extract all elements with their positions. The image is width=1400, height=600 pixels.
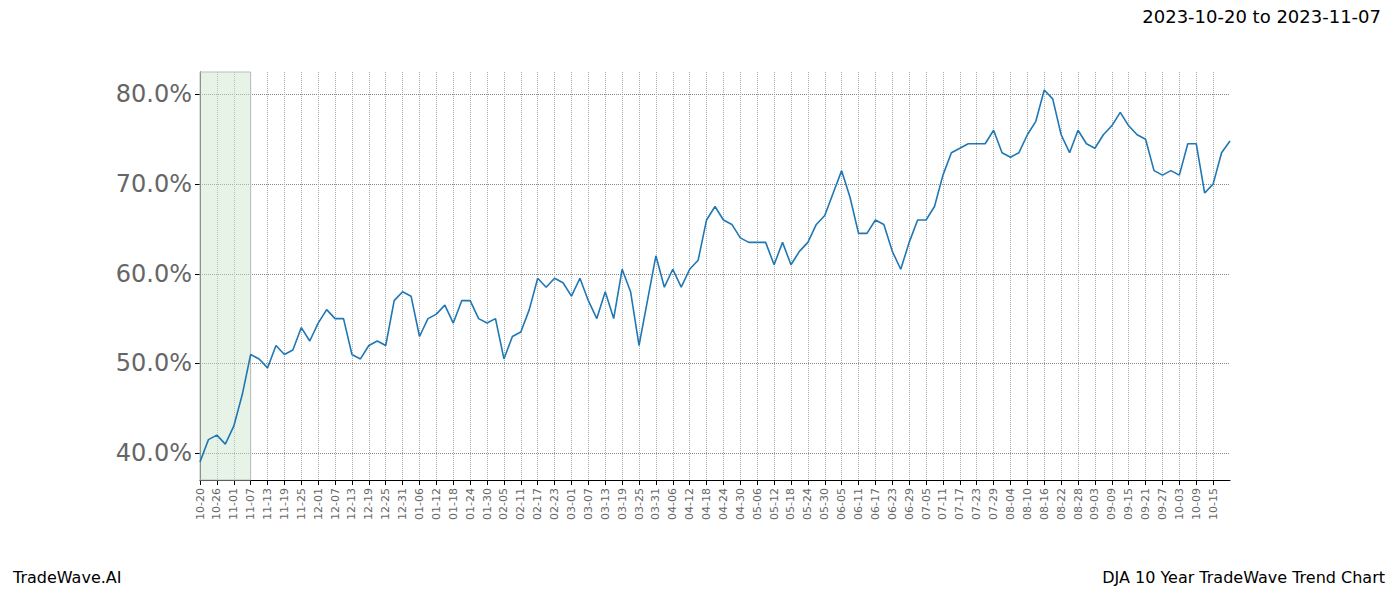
svg-text:05-12: 05-12 bbox=[768, 488, 781, 520]
svg-text:02-05: 02-05 bbox=[497, 488, 510, 520]
svg-text:11-19: 11-19 bbox=[278, 488, 291, 520]
svg-text:03-31: 03-31 bbox=[649, 488, 662, 520]
svg-text:05-24: 05-24 bbox=[801, 488, 814, 520]
svg-text:12-19: 12-19 bbox=[362, 488, 375, 520]
svg-text:10-03: 10-03 bbox=[1173, 488, 1186, 520]
svg-text:06-11: 06-11 bbox=[852, 488, 865, 520]
svg-text:01-06: 01-06 bbox=[413, 488, 426, 520]
svg-text:03-19: 03-19 bbox=[616, 488, 629, 520]
svg-text:09-15: 09-15 bbox=[1122, 488, 1135, 520]
svg-text:07-11: 07-11 bbox=[936, 488, 949, 520]
svg-text:08-16: 08-16 bbox=[1038, 488, 1051, 520]
svg-text:06-05: 06-05 bbox=[835, 488, 848, 520]
svg-text:03-25: 03-25 bbox=[633, 488, 646, 520]
svg-text:02-17: 02-17 bbox=[531, 488, 544, 520]
svg-text:01-30: 01-30 bbox=[481, 488, 494, 520]
svg-text:07-05: 07-05 bbox=[920, 488, 933, 520]
svg-text:60.0%: 60.0% bbox=[116, 260, 192, 288]
svg-text:03-13: 03-13 bbox=[599, 488, 612, 520]
svg-text:40.0%: 40.0% bbox=[116, 439, 192, 467]
svg-text:08-22: 08-22 bbox=[1055, 488, 1068, 520]
svg-text:08-04: 08-04 bbox=[1004, 488, 1017, 520]
svg-text:07-17: 07-17 bbox=[953, 488, 966, 520]
svg-text:07-23: 07-23 bbox=[970, 488, 983, 520]
svg-text:2023-10-20 to 2023-11-07: 2023-10-20 to 2023-11-07 bbox=[1142, 6, 1381, 27]
svg-text:12-31: 12-31 bbox=[396, 488, 409, 520]
svg-text:12-07: 12-07 bbox=[329, 488, 342, 520]
svg-text:DJA 10 Year TradeWave Trend Ch: DJA 10 Year TradeWave Trend Chart bbox=[1102, 568, 1385, 587]
svg-text:02-23: 02-23 bbox=[548, 488, 561, 520]
svg-text:09-03: 09-03 bbox=[1088, 488, 1101, 520]
svg-text:10-09: 10-09 bbox=[1190, 488, 1203, 520]
svg-text:01-24: 01-24 bbox=[464, 488, 477, 520]
svg-text:01-18: 01-18 bbox=[447, 488, 460, 520]
svg-text:12-01: 12-01 bbox=[312, 488, 325, 520]
svg-text:06-23: 06-23 bbox=[886, 488, 899, 520]
svg-text:10-26: 10-26 bbox=[210, 488, 223, 520]
svg-text:70.0%: 70.0% bbox=[116, 170, 192, 198]
svg-text:04-24: 04-24 bbox=[717, 488, 730, 520]
svg-text:04-12: 04-12 bbox=[683, 488, 696, 520]
svg-text:11-01: 11-01 bbox=[227, 488, 240, 520]
svg-text:09-27: 09-27 bbox=[1156, 488, 1169, 520]
svg-text:03-01: 03-01 bbox=[565, 488, 578, 520]
svg-text:04-06: 04-06 bbox=[666, 488, 679, 520]
svg-text:TradeWave.AI: TradeWave.AI bbox=[12, 568, 121, 587]
svg-text:11-07: 11-07 bbox=[244, 488, 257, 520]
svg-text:04-30: 04-30 bbox=[734, 488, 747, 520]
svg-text:07-29: 07-29 bbox=[987, 488, 1000, 520]
svg-text:11-25: 11-25 bbox=[295, 488, 308, 520]
svg-text:50.0%: 50.0% bbox=[116, 349, 192, 377]
svg-text:05-30: 05-30 bbox=[818, 488, 831, 520]
svg-text:08-28: 08-28 bbox=[1072, 488, 1085, 520]
svg-text:09-09: 09-09 bbox=[1105, 488, 1118, 520]
svg-text:01-12: 01-12 bbox=[430, 488, 443, 520]
svg-text:04-18: 04-18 bbox=[700, 488, 713, 520]
svg-text:11-13: 11-13 bbox=[261, 488, 274, 520]
svg-text:02-11: 02-11 bbox=[514, 488, 527, 520]
svg-text:05-06: 05-06 bbox=[751, 488, 764, 520]
svg-text:06-29: 06-29 bbox=[903, 488, 916, 520]
svg-text:05-18: 05-18 bbox=[784, 488, 797, 520]
svg-text:10-20: 10-20 bbox=[194, 488, 207, 520]
svg-text:03-07: 03-07 bbox=[582, 488, 595, 520]
svg-text:12-25: 12-25 bbox=[379, 488, 392, 520]
svg-text:09-21: 09-21 bbox=[1139, 488, 1152, 520]
svg-text:12-13: 12-13 bbox=[345, 488, 358, 520]
svg-text:80.0%: 80.0% bbox=[116, 80, 192, 108]
svg-text:10-15: 10-15 bbox=[1207, 488, 1220, 520]
svg-text:06-17: 06-17 bbox=[869, 488, 882, 520]
svg-text:08-10: 08-10 bbox=[1021, 488, 1034, 520]
